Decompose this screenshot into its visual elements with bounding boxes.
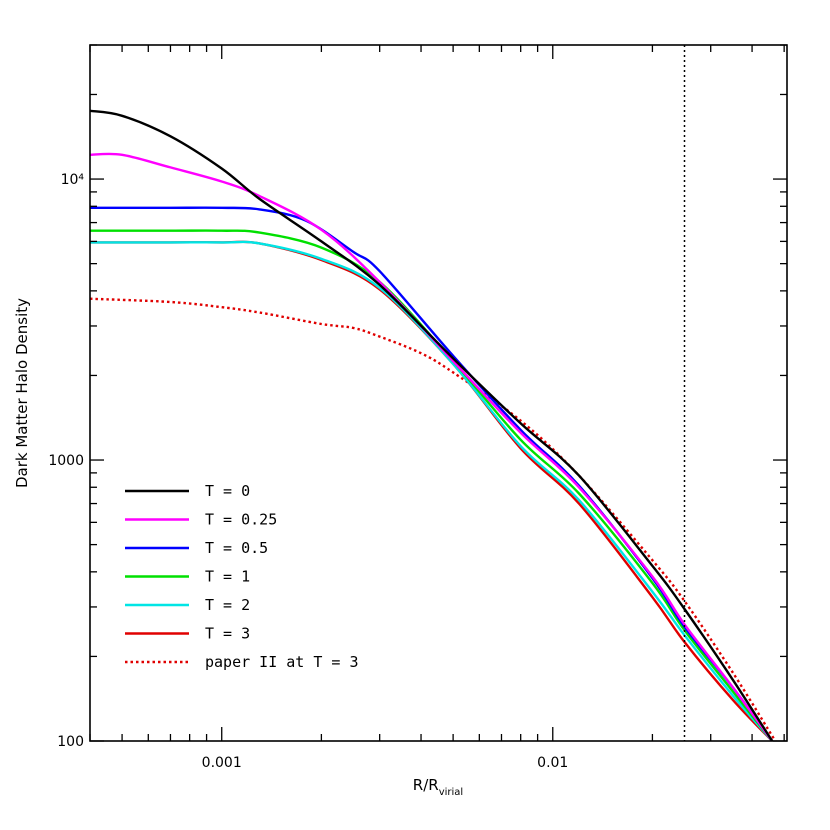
y-axis-title: Dark Matter Halo Density	[13, 298, 31, 488]
legend-label-t-0-25: T = 0.25	[205, 511, 277, 529]
legend-label-t-0: T = 0	[205, 482, 250, 500]
legend-label-t-0-5: T = 0.5	[205, 539, 268, 557]
y-tick-label: 100	[57, 734, 84, 750]
x-tick-label: 0.01	[537, 755, 568, 771]
series-line-t-2	[90, 240, 774, 741]
y-tick-label: 1000	[48, 453, 84, 469]
x-axis-title-subscript: virial	[439, 787, 464, 798]
y-tick-label: 10⁴	[61, 172, 85, 188]
legend: T = 0 T = 0.25 T = 0.5 T = 1 T = 2 T = 3 paper…	[125, 482, 359, 671]
legend-label-t-2: T = 2	[205, 596, 250, 614]
legend-label-t-3: T = 3	[205, 625, 250, 643]
series-layer	[90, 109, 777, 741]
series-line-t-0	[90, 109, 774, 741]
plot-frame	[89, 44, 788, 742]
legend-label-paper-ii-at-t-3: paper II at T = 3	[205, 653, 359, 671]
x-axis-title-main: R/R	[413, 776, 439, 794]
ticks-layer: 0.001 0.01 100 1000 10⁴	[48, 44, 787, 771]
x-axis-title: R/Rvirial	[413, 776, 463, 798]
legend-label-t-1: T = 1	[205, 568, 250, 586]
series-line-paper-ii-at-t-3	[90, 297, 777, 741]
series-line-t-0-5	[90, 206, 774, 741]
x-tick-label: 0.001	[202, 755, 242, 771]
